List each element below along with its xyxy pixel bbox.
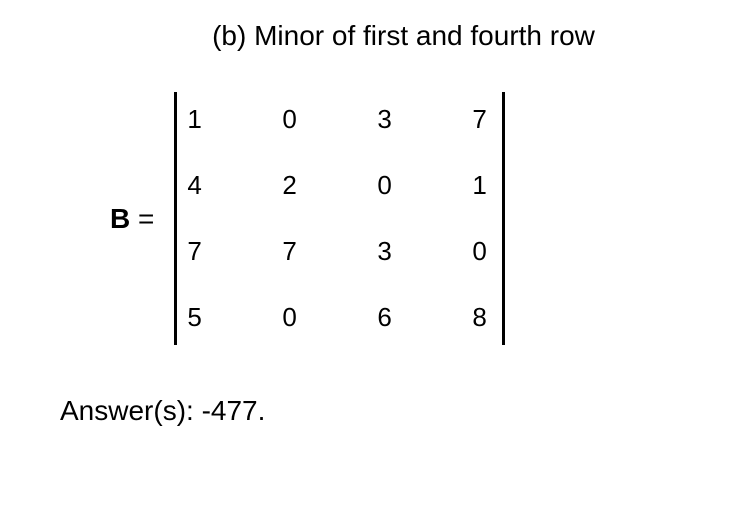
matrix: 1 0 3 7 4 2 0 1 7 7 3 0 5 0 6 8 [174,92,505,345]
matrix-label: B = [110,203,154,235]
matrix-cell: 6 [377,302,397,333]
matrix-cell: 5 [187,302,207,333]
matrix-cell: 3 [377,236,397,267]
matrix-cell: 8 [472,302,492,333]
matrix-cell: 7 [282,236,302,267]
answer-text: Answer(s): -477. [60,395,707,427]
section-title: (b) Minor of first and fourth row [100,20,707,52]
matrix-cell: 2 [282,170,302,201]
matrix-cell: 7 [187,236,207,267]
matrix-grid: 1 0 3 7 4 2 0 1 7 7 3 0 5 0 6 8 [177,92,502,345]
matrix-cell: 0 [282,104,302,135]
matrix-cell: 0 [377,170,397,201]
matrix-cell: 7 [472,104,492,135]
matrix-cell: 0 [472,236,492,267]
right-bracket [502,92,505,345]
matrix-cell: 4 [187,170,207,201]
matrix-cell: 3 [377,104,397,135]
matrix-name: B [110,203,130,234]
matrix-cell: 1 [472,170,492,201]
equals-sign: = [138,203,154,234]
matrix-cell: 1 [187,104,207,135]
matrix-container: B = 1 0 3 7 4 2 0 1 7 7 3 0 5 0 6 8 [110,92,707,345]
matrix-cell: 0 [282,302,302,333]
